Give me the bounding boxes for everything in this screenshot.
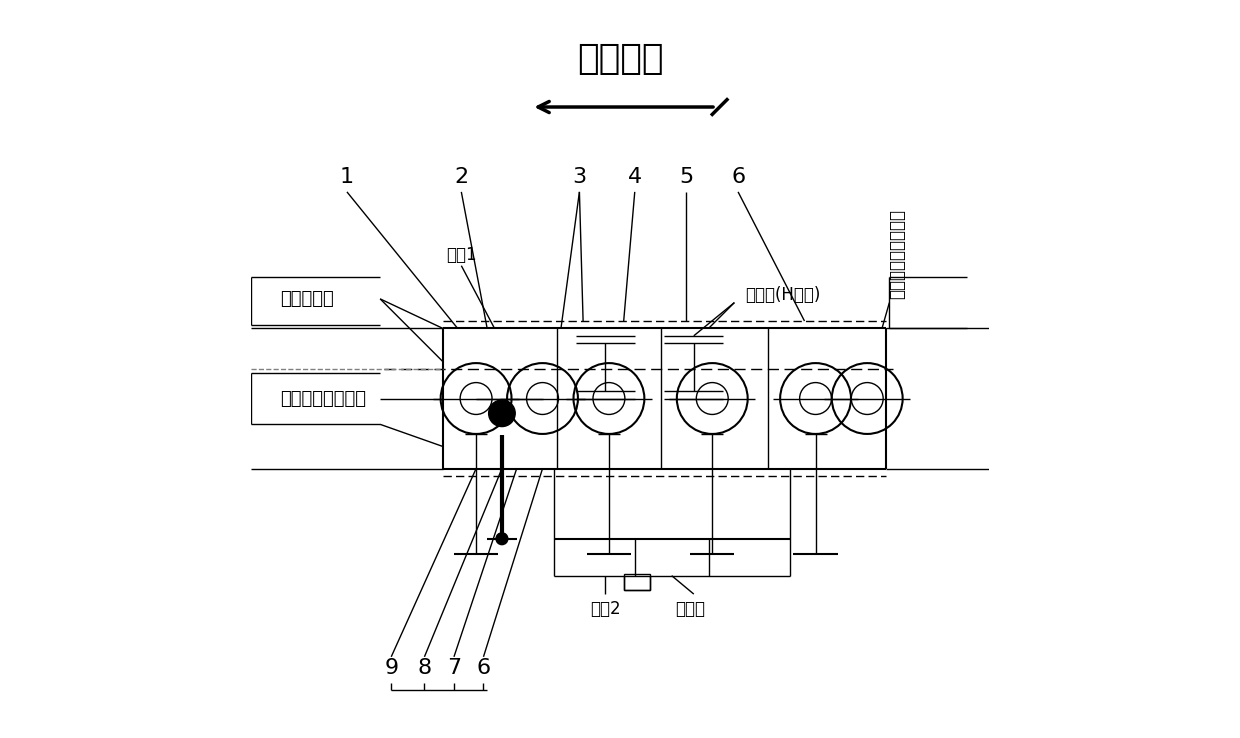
Circle shape <box>489 400 515 427</box>
Text: 1: 1 <box>340 167 353 187</box>
Text: 2: 2 <box>454 167 469 187</box>
Text: 冷床输入辊道辊面: 冷床输入辊道辊面 <box>280 390 367 407</box>
Text: 精轧后延伸辊道辊面: 精轧后延伸辊道辊面 <box>888 209 905 299</box>
Text: 辊道架: 辊道架 <box>676 600 706 618</box>
Text: 8: 8 <box>418 658 432 678</box>
Text: 6: 6 <box>476 658 491 678</box>
Text: 测速辊辊面: 测速辊辊面 <box>280 290 335 308</box>
Text: 5: 5 <box>680 167 693 187</box>
Text: 位置2: 位置2 <box>590 600 621 618</box>
Text: 3: 3 <box>573 167 587 187</box>
Text: 9: 9 <box>384 658 398 678</box>
Text: 7: 7 <box>446 658 461 678</box>
Text: 6: 6 <box>732 167 745 187</box>
Text: 4: 4 <box>627 167 642 187</box>
Text: 位置1: 位置1 <box>446 246 477 263</box>
Circle shape <box>496 533 508 545</box>
Bar <box>624 574 650 590</box>
Text: 料流方向: 料流方向 <box>577 42 663 76</box>
Text: 钢板桩(H型钢): 钢板桩(H型钢) <box>745 286 821 304</box>
